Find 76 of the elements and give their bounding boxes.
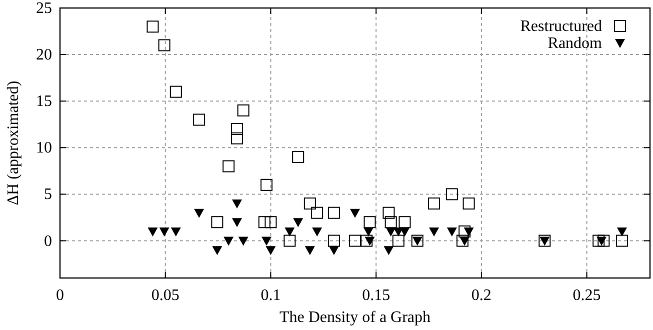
y-tick-label: 5 (44, 186, 52, 204)
point (237, 104, 250, 116)
point (328, 246, 339, 256)
point (292, 150, 304, 163)
point (363, 227, 374, 236)
point (170, 227, 181, 236)
point (446, 227, 457, 236)
point (596, 236, 607, 246)
point (148, 227, 158, 236)
point (360, 234, 373, 247)
y-tick-label: 0 (44, 232, 52, 250)
point (311, 206, 324, 219)
x-tick-label: 0.2 (471, 287, 492, 304)
point (446, 188, 458, 200)
point (264, 216, 277, 228)
point (232, 200, 242, 209)
point (364, 236, 375, 246)
point (398, 216, 411, 228)
point (212, 246, 222, 256)
y-tick-label: 25 (36, 0, 52, 17)
x-tick-label: 0.05 (151, 287, 180, 304)
point (464, 227, 474, 236)
point (193, 114, 206, 126)
point (304, 198, 316, 210)
point (211, 216, 224, 228)
point (386, 227, 396, 236)
legend-label: Restructured (520, 18, 602, 35)
point (170, 86, 182, 98)
point (460, 236, 470, 246)
point (349, 234, 361, 247)
point (616, 227, 627, 236)
x-tick-label: 0.25 (572, 287, 601, 304)
x-axis-title: The Density of a Graph (279, 309, 431, 326)
point (266, 246, 276, 256)
y-axis-title: ΔH (approximated) (5, 80, 22, 206)
point (382, 206, 395, 219)
point (462, 198, 475, 210)
point (350, 208, 360, 218)
point (428, 198, 440, 210)
point (328, 206, 340, 219)
point (304, 246, 315, 256)
point (312, 227, 322, 236)
point (384, 216, 397, 228)
point (284, 234, 296, 247)
point (328, 234, 340, 247)
point (222, 160, 235, 172)
point (231, 123, 243, 136)
point (458, 225, 471, 238)
x-tick-label: 0 (56, 287, 64, 304)
point (194, 208, 204, 218)
y-tick-label: 10 (36, 140, 52, 157)
point (284, 227, 295, 236)
point (159, 227, 170, 236)
x-tick-label: 0.1 (260, 287, 281, 304)
point (146, 20, 159, 33)
point (158, 39, 170, 52)
point (456, 234, 468, 247)
point (260, 178, 272, 191)
point (238, 236, 248, 246)
point (364, 216, 376, 228)
point (231, 132, 243, 144)
point (392, 234, 404, 247)
point (262, 236, 272, 246)
point (232, 218, 242, 228)
point (384, 246, 394, 256)
point (224, 236, 234, 246)
point (598, 234, 610, 247)
point (592, 234, 605, 247)
y-tick-label: 15 (36, 93, 52, 110)
point (616, 234, 628, 247)
legend-label: Random (548, 35, 603, 52)
x-tick-label: 0.15 (362, 287, 390, 304)
point (293, 218, 304, 228)
point (258, 216, 270, 228)
point (429, 227, 440, 236)
y-tick-label: 20 (36, 46, 52, 64)
